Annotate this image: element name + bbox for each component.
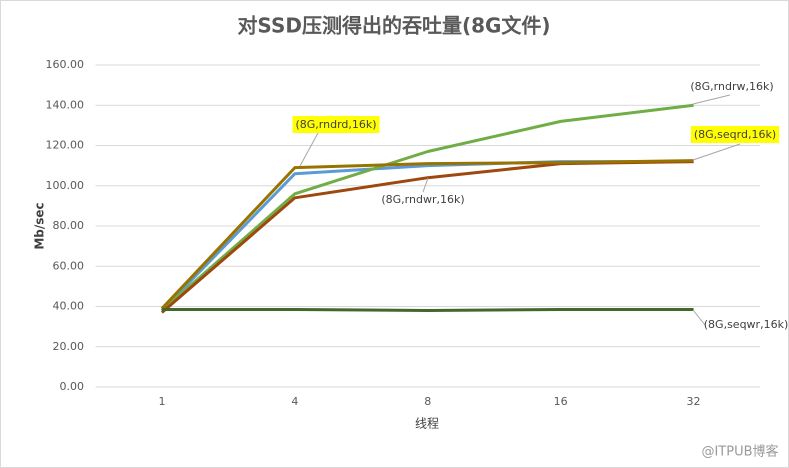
series-line bbox=[160, 103, 694, 312]
series-label: (8G,rndrd,16k) bbox=[295, 118, 376, 131]
y-tick-label: 20.00 bbox=[53, 340, 85, 353]
y-tick-label: 40.00 bbox=[53, 300, 85, 313]
leader-line bbox=[422, 177, 429, 193]
x-tick-label: 32 bbox=[687, 395, 701, 408]
y-tick-label: 100.00 bbox=[46, 179, 85, 192]
x-tick-label: 8 bbox=[424, 395, 431, 408]
y-tick-label: 140.00 bbox=[46, 98, 85, 111]
series-line bbox=[161, 308, 694, 312]
y-axis-title: Mb/sec bbox=[33, 202, 47, 249]
leader-line bbox=[299, 132, 319, 167]
leader-line bbox=[692, 94, 731, 105]
chart-title: 对SSD压测得出的吞吐量(8G文件) bbox=[237, 14, 550, 38]
leader-line bbox=[692, 309, 706, 326]
leader-line bbox=[692, 143, 741, 161]
x-tick-label: 4 bbox=[291, 395, 298, 408]
y-tick-label: 120.00 bbox=[46, 139, 85, 152]
series-label: (8G,seqrd,16k) bbox=[694, 128, 776, 141]
series-label: (8G,rndrw,16k) bbox=[690, 80, 773, 93]
y-tick-label: 0.00 bbox=[60, 380, 85, 393]
x-tick-label: 16 bbox=[554, 395, 568, 408]
label-highlight bbox=[690, 126, 780, 143]
x-tick-label: 1 bbox=[158, 395, 165, 408]
y-tick-label: 80.00 bbox=[53, 219, 85, 232]
y-tick-label: 160.00 bbox=[46, 58, 85, 71]
series-label: (8G,rndwr,16k) bbox=[381, 193, 464, 206]
watermark: @ITPUB博客 bbox=[701, 444, 778, 460]
label-highlight bbox=[292, 116, 380, 133]
series-line bbox=[160, 159, 694, 310]
x-axis-title: 线程 bbox=[415, 416, 439, 431]
series-label: (8G,seqwr,16k) bbox=[704, 318, 788, 331]
y-tick-label: 60.00 bbox=[53, 259, 85, 272]
